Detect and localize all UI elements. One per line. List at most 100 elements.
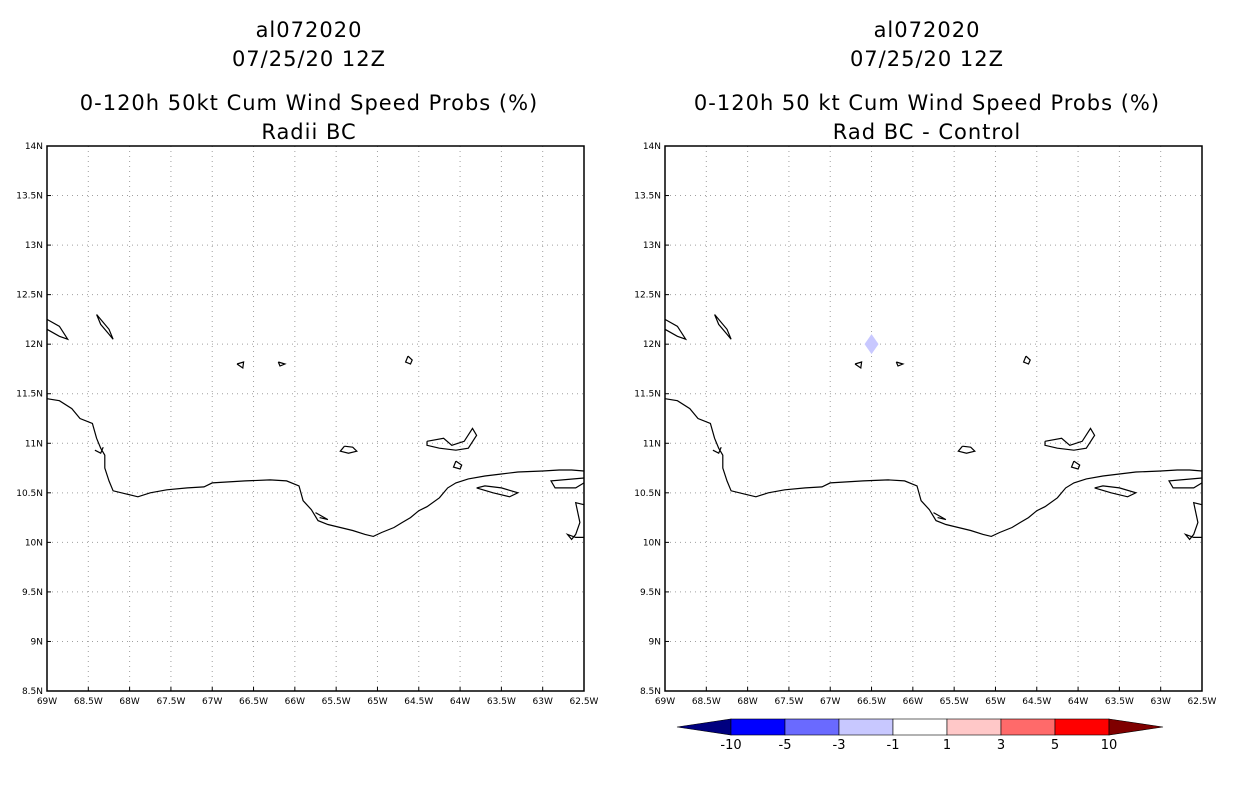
lat-tick-label: 11.5N <box>634 390 661 400</box>
coastline-roques <box>854 361 863 370</box>
lon-tick-label: 64.5W <box>1022 697 1051 707</box>
lon-tick-label: 66.5W <box>239 697 268 707</box>
lat-tick-label: 12.5N <box>634 291 661 301</box>
colorbar-bin <box>784 718 840 736</box>
lon-tick-label: 62.5W <box>570 697 599 707</box>
lat-tick-label: 13N <box>643 241 661 251</box>
plot-frame <box>664 145 1203 692</box>
lat-tick-label: 10N <box>643 538 661 548</box>
lon-tick-label: 65.5W <box>940 697 969 707</box>
coastline-orchila <box>895 361 905 367</box>
coastline-coche <box>1070 460 1081 470</box>
datetime-title: 07/25/20 12Z <box>231 47 387 71</box>
lon-tick-label: 68.5W <box>74 697 103 707</box>
colorbar-arrow-high <box>1108 718 1164 736</box>
lat-tick-label: 13.5N <box>16 192 43 202</box>
plot-background <box>665 146 1202 691</box>
colorbar-bin <box>730 718 786 736</box>
coastline-blanquilla <box>1022 355 1031 365</box>
coastline-tortuga <box>339 445 358 454</box>
lon-tick-label: 65W <box>985 697 1005 707</box>
colorbar-bin <box>1054 718 1110 736</box>
lat-tick-label: 9.5N <box>640 588 661 598</box>
lon-tick-label: 66.5W <box>857 697 886 707</box>
probability-difference-area <box>864 334 879 355</box>
lon-tick-label: 65.5W <box>322 697 351 707</box>
lat-tick-label: 12.5N <box>16 291 43 301</box>
lon-tick-label: 67.5W <box>774 697 803 707</box>
lon-tick-label: 66W <box>285 697 305 707</box>
colorbar-bin <box>892 718 948 736</box>
lat-tick-label: 13N <box>25 241 43 251</box>
lon-tick-label: 65W <box>367 697 387 707</box>
coastline-trinidad <box>1168 477 1203 489</box>
lon-tick-label: 68W <box>737 697 757 707</box>
coastline-paria <box>476 485 520 498</box>
lon-tick-label: 67W <box>202 697 222 707</box>
colorbar-label: -10 <box>720 738 741 753</box>
coastline-bonaire <box>96 314 114 340</box>
lat-tick-label: 9.5N <box>22 588 43 598</box>
coastline-orchila <box>277 361 287 367</box>
coastline-mainland <box>664 398 1203 538</box>
right-map-panel: al072020 07/25/20 12Z 0-120h 50 kt Cum W… <box>618 0 1236 800</box>
storm-id-title: al072020 <box>873 18 981 42</box>
colorbar-label: -1 <box>887 738 900 753</box>
subtitle: Rad BC - Control <box>832 120 1022 144</box>
coastline-bonaire <box>714 314 732 340</box>
gridlines <box>665 146 1202 691</box>
coastline-trinidad <box>550 477 585 489</box>
coastline-curacao <box>46 318 70 341</box>
lon-tick-label: 64.5W <box>404 697 433 707</box>
coastline-margarita <box>1044 427 1096 451</box>
colorbar-label: 5 <box>1051 738 1059 753</box>
product-title: 0-120h 50kt Cum Wind Speed Probs (%) <box>79 91 539 115</box>
coastline-mainland <box>46 398 585 538</box>
lon-tick-label: 64W <box>1068 697 1088 707</box>
lat-tick-label: 11N <box>25 439 43 449</box>
lat-tick-label: 13.5N <box>634 192 661 202</box>
lat-tick-label: 12N <box>643 340 661 350</box>
coastlines <box>664 314 1203 541</box>
storm-id-title: al072020 <box>255 18 363 42</box>
coastline-curacao <box>664 318 688 341</box>
coastlines <box>46 314 585 541</box>
left-map-panel: al072020 07/25/20 12Z 0-120h 50kt Cum Wi… <box>16 18 599 707</box>
plot-background <box>47 146 584 691</box>
lon-tick-label: 69W <box>655 697 675 707</box>
gridlines <box>47 146 584 691</box>
colorbar: -10 -5 -3 -1 1 3 5 10 <box>676 718 1164 753</box>
coastline-tortuga <box>957 445 976 454</box>
lat-tick-label: 8.5N <box>22 687 43 697</box>
lon-tick-label: 66W <box>903 697 923 707</box>
lon-tick-label: 63.5W <box>1105 697 1134 707</box>
coastline-paria <box>1094 485 1138 498</box>
coastline-trinidad2 <box>1183 501 1203 541</box>
map-plot: 14N 13.5N 13N 12.5N 12N 11.5N 11N 10.5N 10N 9.5N 9… <box>16 142 599 707</box>
lat-tick-label: 9N <box>649 637 661 647</box>
lat-tick-label: 10.5N <box>634 489 661 499</box>
map-plot: 14N 13.5N 13N 12.5N 12N 11.5N 11N 10.5N 10N 9.5N 9… <box>634 142 1216 753</box>
colorbar-bin <box>1000 718 1056 736</box>
lat-tick-label: 11.5N <box>16 390 43 400</box>
lat-tick-label: 10.5N <box>16 489 43 499</box>
lon-tick-label: 63W <box>533 697 553 707</box>
colorbar-label: -5 <box>779 738 792 753</box>
coastline-roques <box>236 361 245 370</box>
colorbar-bin <box>946 718 1002 736</box>
lon-tick-label: 68W <box>119 697 139 707</box>
lon-tick-label: 63W <box>1151 697 1171 707</box>
lat-tick-label: 10N <box>25 538 43 548</box>
coastline-trinidad2 <box>565 501 585 541</box>
coastline-coche <box>452 460 463 470</box>
subtitle: Radii BC <box>261 120 357 144</box>
lat-tick-label: 9N <box>31 637 43 647</box>
coastline-orinoco <box>712 446 722 455</box>
colorbar-bin <box>838 718 894 736</box>
datetime-title: 07/25/20 12Z <box>849 47 1005 71</box>
lon-tick-label: 67.5W <box>156 697 185 707</box>
lat-tick-label: 8.5N <box>640 687 661 697</box>
colorbar-label: 1 <box>943 738 951 753</box>
coastline-margarita <box>426 427 478 451</box>
lat-tick-label: 14N <box>643 142 661 152</box>
